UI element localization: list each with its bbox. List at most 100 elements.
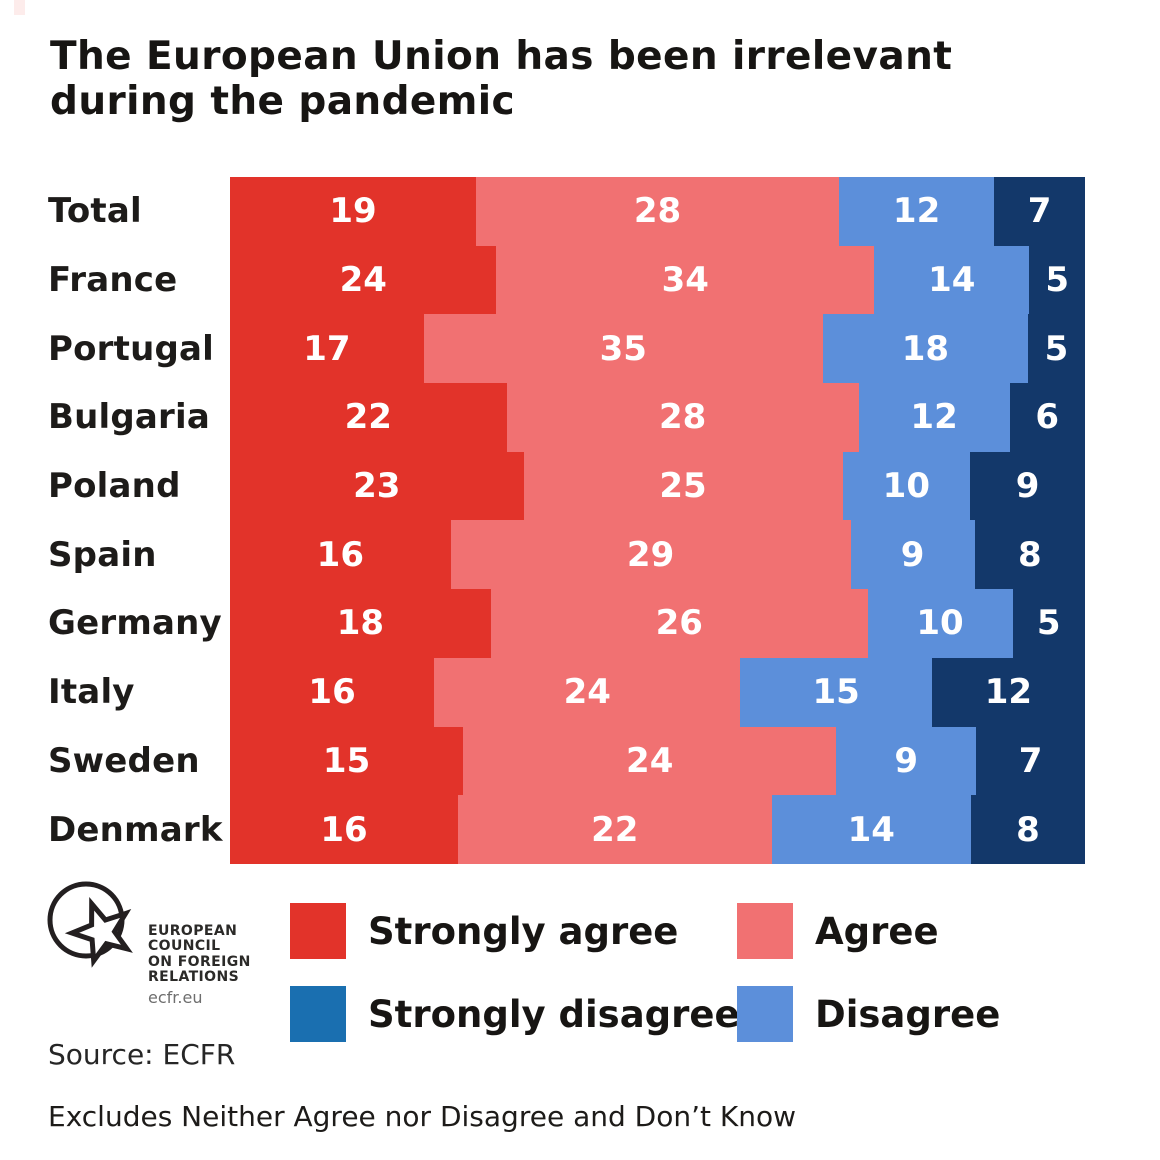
segment-value: 7 (1018, 740, 1043, 781)
ecfr-logo: EUROPEAN COUNCIL ON FOREIGN RELATIONS ec… (44, 874, 251, 1007)
chart-title-line2: during the pandemic (50, 79, 516, 125)
ecfr-logo-line: RELATIONS (148, 969, 240, 986)
segment-value: 19 (329, 191, 377, 232)
legend-swatch-strongly-disagree (290, 986, 346, 1042)
ecfr-star-circle-icon (47, 881, 133, 968)
bar-segments-france: 24 34 14 5 (230, 245, 1085, 315)
segment-value: 5 (1036, 603, 1061, 644)
corner-marker (14, 0, 25, 15)
row-label-portugal: Portugal (48, 328, 215, 369)
segment-strongly-disagree: 8 (974, 520, 1085, 590)
segment-strongly-agree: 18 (230, 589, 491, 658)
bar-segments-germany: 18 26 10 5 (230, 589, 1085, 658)
segment-value: 26 (655, 603, 703, 644)
bar-row-portugal: Portugal 17 35 18 5 (48, 314, 1085, 384)
segment-value: 29 (626, 534, 675, 575)
segment-value: 14 (847, 809, 895, 850)
chart-title-line1: The European Union has been irrelevant (50, 34, 953, 79)
segment-value: 8 (1016, 809, 1040, 850)
segment-value: 18 (336, 603, 385, 644)
segment-strongly-agree: 15 (230, 726, 464, 796)
segment-agree: 29 (450, 520, 851, 590)
legend-swatch-disagree (737, 986, 793, 1042)
row-label-sweden: Sweden (48, 740, 200, 781)
segment-strongly-agree: 24 (230, 245, 497, 315)
bar-segments-total: 19 28 12 7 (230, 177, 1085, 246)
segment-disagree: 9 (850, 520, 975, 590)
segment-value: 22 (591, 809, 639, 850)
segment-agree: 34 (496, 245, 875, 315)
segment-agree: 22 (458, 795, 772, 864)
bar-segments-poland: 23 25 10 9 (230, 451, 1085, 521)
ecfr-logo-text: EUROPEAN COUNCIL ON FOREIGN RELATIONS ec… (148, 874, 251, 1006)
segment-value: 35 (599, 328, 647, 369)
ecfr-logo-line: ON FOREIGN (148, 953, 251, 970)
legend-label-disagree: Disagree (815, 992, 1001, 1036)
segment-strongly-disagree: 7 (976, 726, 1085, 796)
segment-value: 16 (316, 534, 364, 575)
segment-value: 5 (1045, 260, 1070, 301)
segment-strongly-disagree: 9 (970, 451, 1085, 521)
segment-disagree: 10 (842, 451, 971, 521)
legend-label-strongly-disagree: Strongly disagree (368, 992, 740, 1036)
segment-value: 15 (812, 672, 860, 713)
row-label-france: France (48, 260, 178, 301)
segment-value: 24 (626, 740, 674, 781)
segment-agree: 35 (423, 314, 823, 384)
legend-item-agree: Agree (737, 903, 1102, 959)
legend-item-strongly-agree: Strongly agree (290, 903, 737, 959)
segment-strongly-disagree: 7 (994, 177, 1085, 246)
segment-agree: 26 (490, 589, 868, 658)
row-label-germany: Germany (48, 603, 222, 644)
segment-agree: 24 (434, 657, 741, 727)
segment-disagree: 14 (874, 245, 1030, 315)
segment-value: 14 (928, 260, 976, 301)
legend-swatch-agree (737, 903, 793, 959)
segment-value: 9 (1015, 466, 1040, 507)
segment-disagree: 15 (740, 657, 932, 727)
chart-title: The European Union has been irrelevant d… (50, 34, 952, 124)
bar-row-germany: Germany 18 26 10 5 (48, 589, 1085, 658)
segment-value: 5 (1044, 328, 1069, 369)
footnote-text: Excludes Neither Agree nor Disagree and … (48, 1100, 797, 1133)
row-label-total: Total (48, 191, 142, 232)
segment-strongly-agree: 16 (230, 657, 435, 727)
bar-segments-sweden: 15 24 9 7 (230, 726, 1085, 796)
segment-agree: 25 (523, 451, 843, 521)
segment-value: 9 (900, 534, 925, 575)
segment-strongly-agree: 16 (230, 520, 451, 590)
bar-segments-italy: 16 24 15 12 (230, 657, 1085, 727)
segment-strongly-disagree: 5 (1029, 245, 1085, 315)
segment-value: 17 (303, 328, 351, 369)
segment-value: 10 (882, 466, 930, 507)
bar-row-denmark: Denmark 16 22 14 8 (48, 795, 1085, 864)
row-label-denmark: Denmark (48, 809, 223, 850)
legend-item-strongly-disagree: Strongly disagree (290, 986, 740, 1042)
row-label-poland: Poland (48, 466, 181, 507)
bar-row-italy: Italy 16 24 15 12 (48, 657, 1085, 727)
row-label-italy: Italy (48, 672, 135, 713)
legend-label-strongly-agree: Strongly agree (368, 909, 679, 953)
segment-strongly-disagree: 6 (1009, 383, 1085, 452)
segment-value: 12 (910, 397, 958, 438)
bar-row-poland: Poland 23 25 10 9 (48, 451, 1085, 521)
segment-disagree: 18 (822, 314, 1028, 384)
segment-value: 8 (1017, 534, 1042, 575)
segment-value: 7 (1027, 191, 1052, 232)
segment-value: 10 (916, 603, 964, 644)
segment-value: 23 (353, 466, 401, 507)
stacked-bar-chart: Total 19 28 12 7 France 24 34 14 5 Portugal 17 35 18 5… (48, 177, 1085, 864)
segment-value: 24 (563, 672, 611, 713)
ecfr-logo-line: COUNCIL (148, 938, 221, 955)
segment-value: 22 (344, 397, 392, 438)
ecfr-logo-line: EUROPEAN (148, 923, 238, 939)
bar-row-sweden: Sweden 15 24 9 7 (48, 726, 1085, 796)
segment-value: 6 (1035, 397, 1060, 438)
segment-strongly-disagree: 5 (1027, 314, 1085, 384)
segment-strongly-agree: 22 (230, 383, 507, 452)
legend-item-disagree: Disagree (737, 986, 1102, 1042)
segment-value: 28 (633, 191, 682, 232)
bar-segments-bulgaria: 22 28 12 6 (230, 383, 1085, 452)
segment-value: 12 (892, 191, 941, 232)
